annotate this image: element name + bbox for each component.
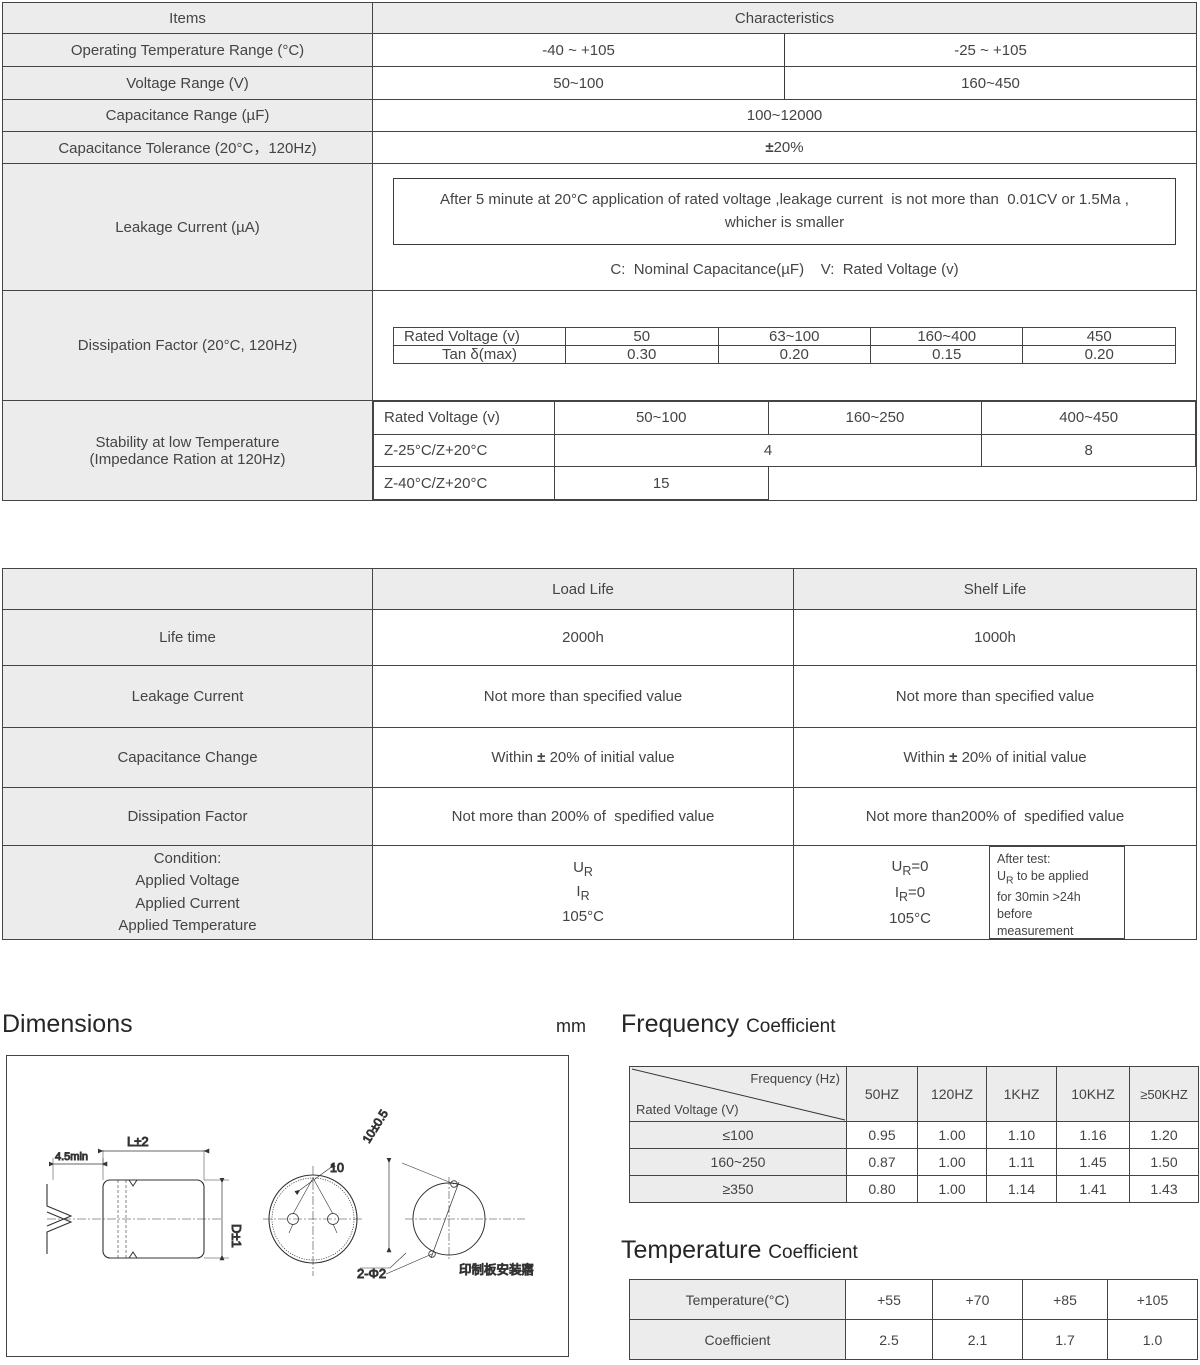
svg-text:L±2: L±2 [127, 1134, 149, 1149]
svg-text:10: 10 [330, 1161, 344, 1175]
svg-text:4.5min: 4.5min [55, 1151, 88, 1163]
svg-text:印制板安装寤: 印制板安装寤 [459, 1262, 534, 1277]
svg-text:10±0.5: 10±0.5 [360, 1107, 391, 1146]
svg-text:2-Φ2: 2-Φ2 [357, 1266, 386, 1281]
svg-text:D±1: D±1 [229, 1224, 244, 1248]
